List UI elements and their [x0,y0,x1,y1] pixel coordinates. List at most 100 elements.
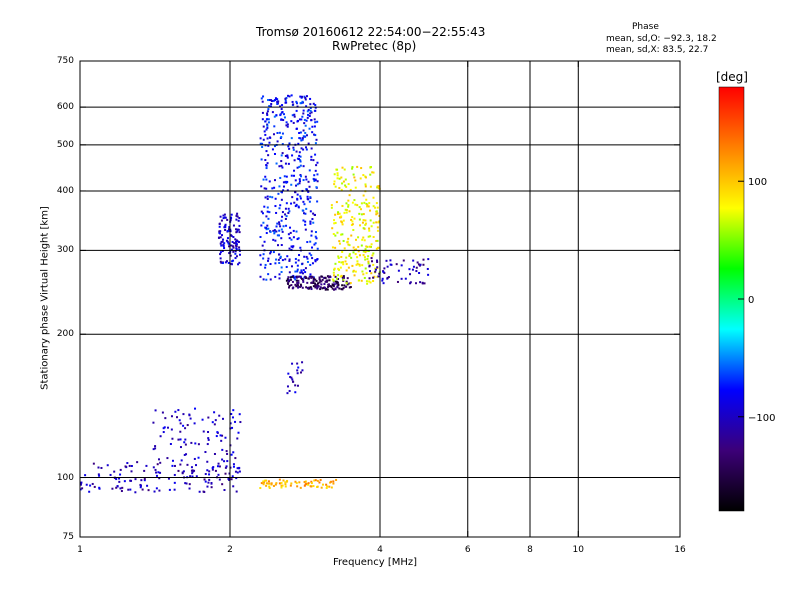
echo-point [261,145,264,148]
echo-point [302,165,305,168]
echo-point [290,482,293,485]
echo-point [263,187,266,190]
echo-point [299,174,302,177]
stats-x: mean, sd,X: 83.5, 22.7 [606,45,709,55]
echo-point [345,280,348,283]
echo-point [344,178,347,181]
echo-point [337,255,340,258]
echo-point [235,231,238,234]
echo-point [328,285,331,288]
echo-point [134,491,137,494]
echo-point [360,208,363,211]
echo-point [238,224,241,227]
echo-point [222,244,225,247]
echo-point [308,185,311,188]
echo-point [300,147,303,150]
echo-point [338,240,341,243]
echo-point [184,427,187,430]
echo-point [302,112,305,115]
echo-point [238,248,241,251]
echo-point [266,113,269,116]
echo-point [270,483,273,486]
echo-point [308,115,311,118]
echo-point [281,259,284,262]
echo-point [293,169,296,172]
echo-point [389,259,392,262]
echo-point [340,274,343,277]
echo-point [301,138,304,141]
echo-point [383,267,386,270]
echo-point [354,203,357,206]
echo-point [368,265,371,268]
echo-point [297,237,300,240]
echo-point [314,109,317,112]
echo-point [295,127,298,130]
echo-point [343,211,346,214]
echo-point [297,279,300,282]
echo-point [267,259,270,262]
echo-point [85,483,88,486]
echo-point [364,223,367,226]
echo-point [260,482,263,485]
echo-point [287,145,290,148]
echo-point [217,473,220,476]
echo-point [412,259,415,262]
echo-point [189,417,192,420]
echo-point [335,201,338,204]
echo-point [235,218,238,221]
echo-point [296,372,299,375]
echo-point [359,177,362,180]
echo-point [295,109,298,112]
echo-point [279,255,282,258]
echo-point [280,164,283,167]
echo-point [316,286,319,289]
echo-point [232,250,235,253]
echo-point [238,231,241,234]
echo-point [290,284,293,287]
echo-point [204,480,207,483]
echo-point [340,255,343,258]
echo-point [324,288,327,291]
echo-point [374,268,377,271]
echo-point [276,100,279,103]
echo-point [267,154,270,157]
echo-point [360,167,363,170]
echo-point [232,246,235,249]
echo-point [299,271,302,274]
echo-point [285,202,288,205]
echo-point [294,391,297,394]
echo-point [115,478,118,481]
echo-point [262,95,265,98]
echo-point [362,213,365,216]
echo-point [310,111,313,114]
echo-point [312,280,315,283]
echo-point [214,419,217,422]
echo-point [309,210,312,213]
echo-point [351,167,354,170]
echo-point [171,437,174,440]
echo-point [267,482,270,485]
echo-point [341,261,344,264]
echo-point [279,176,282,179]
echo-point [304,223,307,226]
echo-point [152,466,155,469]
echo-point [264,159,267,162]
echo-point [265,479,268,482]
echo-point [362,273,365,276]
echo-point [275,98,278,101]
echo-point [374,206,377,209]
echo-point [228,242,231,245]
echo-point [236,467,239,470]
echo-point [296,270,299,273]
echo-point [337,256,340,259]
echo-point [334,213,337,216]
echo-point [427,273,430,276]
echo-point [299,160,302,163]
echo-point [238,413,241,416]
echo-point [266,126,269,129]
echo-point [311,246,314,249]
echo-point [234,238,237,241]
echo-point [267,217,270,220]
echo-point [224,228,227,231]
echo-point [280,118,283,121]
